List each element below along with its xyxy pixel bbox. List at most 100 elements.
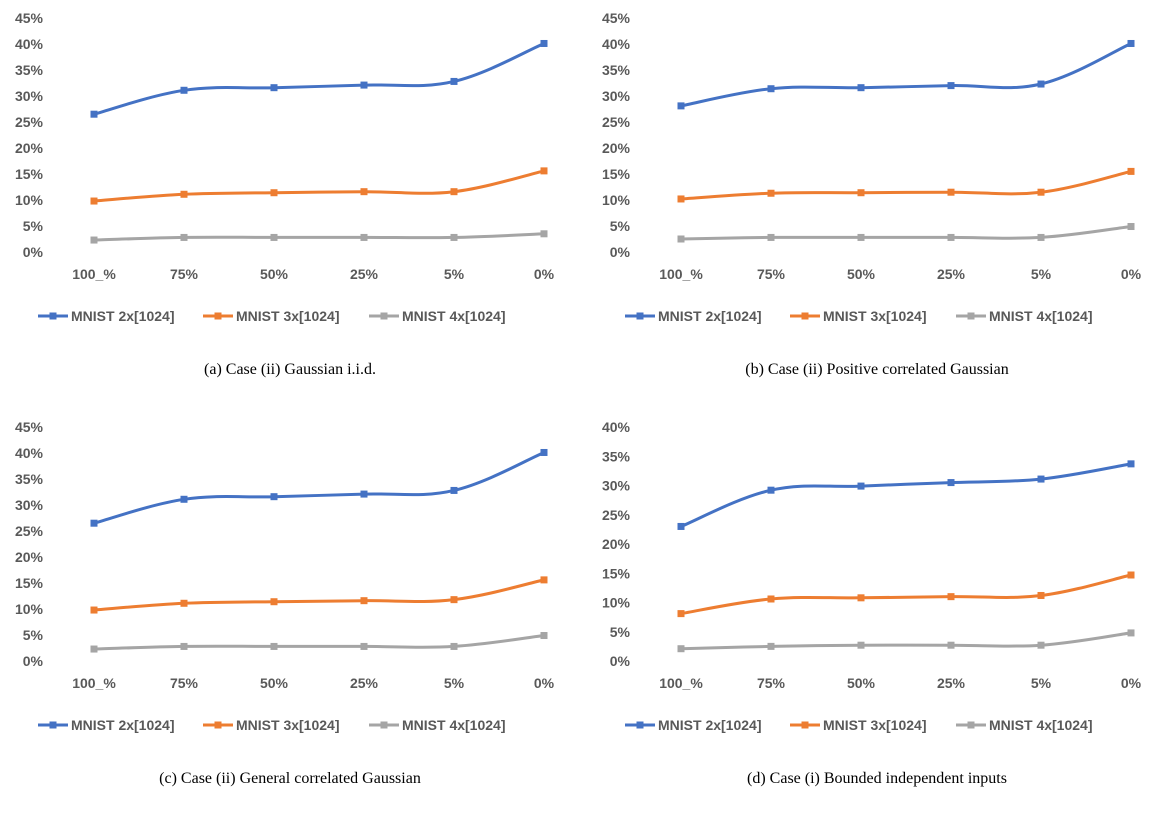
series-line-2	[679, 573, 1133, 616]
y-tick-label: 35%	[602, 62, 631, 78]
data-point	[450, 642, 458, 650]
data-point	[360, 233, 368, 241]
data-point	[450, 596, 458, 604]
data-point	[1127, 629, 1135, 637]
x-tick-label: 0%	[534, 675, 555, 691]
legend-marker	[380, 721, 388, 729]
data-point	[767, 595, 775, 603]
legend-marker	[214, 721, 222, 729]
data-point	[270, 598, 278, 606]
data-point	[360, 597, 368, 605]
y-tick-label: 10%	[15, 601, 44, 617]
data-point	[947, 641, 955, 649]
x-tick-label: 100_%	[659, 266, 703, 282]
x-tick-label: 25%	[350, 675, 379, 691]
data-point	[90, 110, 98, 118]
y-tick-label: 20%	[15, 140, 44, 156]
legend-label: MNIST 4x[1024]	[989, 717, 1092, 733]
chart-panel-a: 0% 5% 10% 15% 20% 25% 30% 35% 40% 45% 100_% 75% 50% 2…	[0, 0, 587, 409]
series-line-2	[679, 169, 1133, 201]
x-tick-label: 25%	[350, 266, 379, 282]
data-point	[947, 593, 955, 601]
x-tick-label: 100_%	[659, 675, 703, 691]
y-tick-label: 15%	[15, 166, 44, 182]
x-tick-label: 5%	[1031, 266, 1052, 282]
series-line-1	[92, 451, 546, 525]
data-point	[677, 522, 685, 530]
data-point	[180, 190, 188, 198]
y-tick-label: 10%	[15, 192, 44, 208]
data-point	[360, 490, 368, 498]
legend-marker	[49, 721, 57, 729]
y-tick-label: 25%	[602, 114, 631, 130]
x-tick-label: 0%	[534, 266, 555, 282]
data-point	[1127, 167, 1135, 175]
series-line-3	[92, 634, 546, 651]
data-point	[767, 486, 775, 494]
y-tick-label: 5%	[23, 627, 44, 643]
data-point	[540, 167, 548, 175]
y-tick-label: 25%	[15, 523, 44, 539]
y-tick-label: 0%	[610, 244, 631, 260]
data-point	[677, 102, 685, 110]
data-point	[90, 519, 98, 527]
data-point	[270, 84, 278, 92]
legend-label: MNIST 3x[1024]	[236, 717, 339, 733]
y-tick-label: 30%	[15, 497, 44, 513]
data-point	[857, 189, 865, 197]
data-point	[947, 479, 955, 487]
figure-caption-d: (d) Case (i) Bounded independent inputs	[747, 770, 1007, 787]
legend-marker	[49, 312, 57, 320]
legend-label: MNIST 2x[1024]	[658, 308, 761, 324]
legend-label: MNIST 4x[1024]	[402, 717, 505, 733]
data-point	[677, 195, 685, 203]
chart-panel-b: 0% 5% 10% 15% 20% 25% 30% 35% 40% 45% 100_% 75% 50% 2…	[587, 0, 1174, 409]
x-tick-label: 75%	[757, 266, 786, 282]
legend-label: MNIST 4x[1024]	[989, 308, 1092, 324]
legend-marker	[636, 721, 644, 729]
data-point	[1037, 188, 1045, 196]
data-point	[857, 594, 865, 602]
data-point	[360, 188, 368, 196]
legend-label: MNIST 3x[1024]	[236, 308, 339, 324]
y-tick-label: 35%	[15, 471, 44, 487]
y-tick-label: 40%	[15, 445, 44, 461]
data-point	[677, 235, 685, 243]
data-point	[540, 576, 548, 584]
data-point	[540, 448, 548, 456]
figure-caption-c: (c) Case (ii) General correlated Gaussia…	[159, 770, 421, 787]
data-point	[1037, 233, 1045, 241]
data-point	[1127, 39, 1135, 47]
data-point	[857, 233, 865, 241]
data-point	[1127, 223, 1135, 231]
y-tick-label: 45%	[15, 419, 44, 435]
series-line-1	[679, 462, 1133, 528]
data-point	[360, 81, 368, 89]
y-tick-label: 25%	[602, 507, 631, 523]
x-tick-label: 25%	[937, 675, 966, 691]
x-tick-label: 100_%	[72, 266, 116, 282]
series-line-2	[92, 578, 546, 612]
x-tick-label: 75%	[757, 675, 786, 691]
legend-marker	[967, 721, 975, 729]
y-tick-label: 30%	[602, 88, 631, 104]
data-point	[1037, 475, 1045, 483]
data-point	[90, 236, 98, 244]
y-tick-label: 25%	[15, 114, 44, 130]
data-point	[1037, 591, 1045, 599]
y-tick-label: 45%	[15, 10, 44, 26]
data-point	[180, 599, 188, 607]
legend-label: MNIST 2x[1024]	[71, 308, 174, 324]
data-point	[767, 642, 775, 650]
data-point	[677, 645, 685, 653]
series-line-3	[679, 631, 1133, 651]
y-tick-label: 40%	[602, 419, 631, 435]
data-point	[540, 39, 548, 47]
data-point	[947, 82, 955, 90]
data-point	[270, 642, 278, 650]
legend-marker	[380, 312, 388, 320]
y-tick-label: 45%	[602, 10, 631, 26]
data-point	[180, 86, 188, 94]
chart-b: 0% 5% 10% 15% 20% 25% 30% 35% 40% 45% 100_% 75% 50% 2…	[602, 10, 1142, 378]
y-tick-label: 5%	[23, 218, 44, 234]
